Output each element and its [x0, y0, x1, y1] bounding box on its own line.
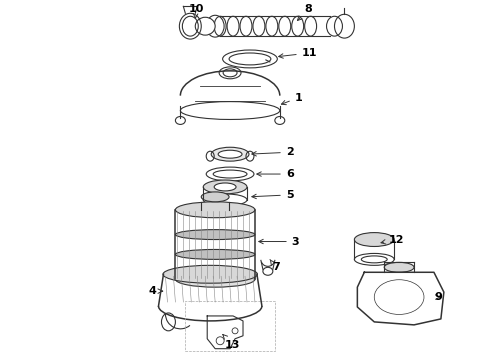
- Ellipse shape: [163, 265, 257, 283]
- Text: 10: 10: [188, 4, 204, 18]
- Ellipse shape: [384, 262, 414, 272]
- Ellipse shape: [175, 202, 255, 218]
- Ellipse shape: [214, 183, 236, 191]
- Text: 8: 8: [297, 4, 313, 21]
- Text: 6: 6: [257, 169, 294, 179]
- Text: 2: 2: [252, 147, 294, 157]
- Text: 9: 9: [434, 292, 442, 302]
- Ellipse shape: [203, 180, 247, 194]
- Ellipse shape: [201, 192, 229, 202]
- Text: 1: 1: [281, 93, 302, 105]
- Ellipse shape: [175, 271, 255, 287]
- Text: 5: 5: [252, 190, 294, 200]
- Ellipse shape: [354, 233, 394, 247]
- Text: 13: 13: [223, 334, 241, 350]
- Ellipse shape: [175, 230, 255, 239]
- Ellipse shape: [211, 147, 249, 161]
- Text: 3: 3: [259, 237, 299, 247]
- Bar: [185, 301, 275, 351]
- Ellipse shape: [196, 17, 215, 35]
- Text: 7: 7: [270, 260, 280, 272]
- Ellipse shape: [175, 249, 255, 260]
- Text: 11: 11: [279, 48, 317, 58]
- Text: 12: 12: [381, 234, 405, 244]
- Text: 4: 4: [148, 286, 163, 296]
- Ellipse shape: [218, 150, 242, 158]
